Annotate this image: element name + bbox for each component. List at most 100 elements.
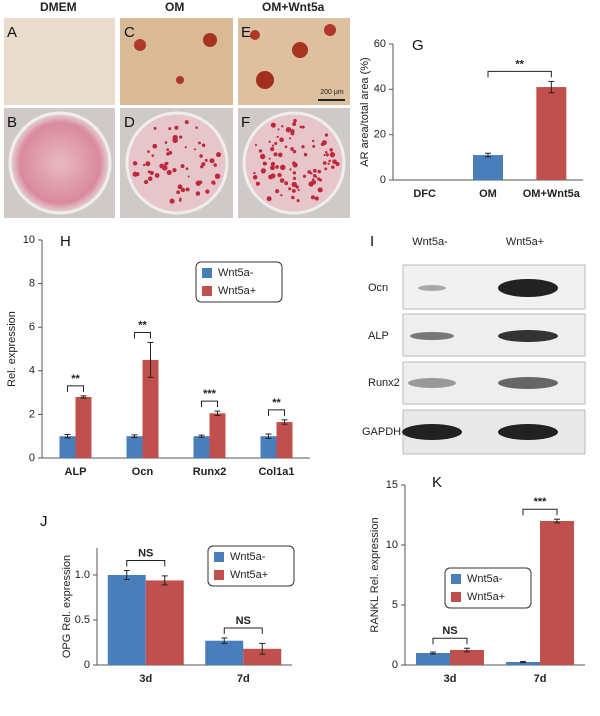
band	[408, 378, 456, 388]
x-tick-label: OM	[479, 188, 497, 200]
error-bar	[161, 575, 168, 586]
photo	[120, 18, 233, 105]
error-bar	[147, 341, 154, 378]
panel-label: I	[370, 233, 374, 250]
y-tick-label: 20	[374, 129, 386, 141]
bar	[75, 396, 92, 458]
dot	[214, 173, 221, 179]
nodule	[134, 39, 146, 51]
y-tick-label: 0	[29, 452, 35, 464]
dot	[198, 141, 201, 145]
dot	[164, 162, 168, 166]
legend-swatch	[202, 268, 212, 278]
dish	[125, 111, 229, 215]
legend-swatch	[214, 570, 224, 580]
y-tick-label: 0	[380, 174, 386, 186]
dot	[302, 174, 307, 178]
error-bar	[520, 660, 526, 664]
legend-label: Wnt5a+	[218, 285, 256, 297]
bar	[450, 650, 484, 665]
band	[402, 424, 462, 440]
column-label: DMEM	[40, 0, 77, 14]
dot	[327, 162, 330, 165]
error-bar	[548, 80, 555, 94]
significance-label: NS	[138, 547, 153, 559]
dot	[176, 190, 181, 195]
y-tick-label: 0	[84, 659, 90, 671]
dot	[270, 146, 275, 152]
significance-label: ***	[203, 388, 217, 400]
y-axis-label: OPG Rel. expression	[61, 555, 73, 658]
bar	[243, 648, 282, 665]
dot	[185, 167, 189, 171]
dot	[179, 197, 182, 201]
dot	[195, 191, 201, 196]
dot	[185, 187, 190, 192]
dot	[317, 187, 323, 193]
dot	[142, 163, 146, 167]
dot	[152, 143, 158, 149]
legend-label: Wnt5a+	[230, 569, 268, 581]
blot-column: Wnt5a+	[506, 236, 544, 248]
dot	[284, 181, 289, 186]
scale-bar-label: 200 μm	[320, 89, 344, 96]
dot	[292, 161, 296, 166]
significance-bracket	[522, 508, 558, 516]
dot	[312, 144, 316, 148]
error-bar	[214, 410, 221, 416]
dot	[266, 196, 272, 202]
dot	[166, 169, 172, 176]
nodule	[324, 24, 336, 36]
dot	[151, 154, 155, 157]
significance-bracket	[223, 627, 263, 634]
y-tick-label: 4	[29, 365, 35, 377]
significance-label: ***	[534, 496, 548, 508]
bar	[126, 436, 143, 458]
dot	[281, 125, 284, 128]
legend-box	[195, 261, 283, 303]
dot	[201, 162, 206, 167]
nodule	[250, 30, 260, 40]
dot	[270, 165, 275, 171]
dot	[145, 161, 151, 167]
dot	[252, 174, 258, 180]
dots	[132, 118, 340, 204]
bar	[473, 155, 503, 180]
dot	[169, 198, 175, 204]
dot	[259, 153, 266, 160]
dot	[297, 189, 300, 192]
legend-label: Wnt5a+	[467, 591, 505, 603]
dot	[187, 175, 190, 178]
dot	[212, 181, 216, 185]
dot	[195, 126, 198, 129]
column-label: OM	[165, 0, 184, 14]
significance-label: **	[515, 58, 524, 70]
panel-label: F	[241, 114, 250, 131]
dot	[317, 169, 322, 174]
legend-swatch	[451, 574, 461, 584]
significance-bracket	[268, 409, 285, 416]
bar	[205, 640, 244, 665]
y-tick-label: 0	[392, 659, 398, 671]
dot	[291, 195, 295, 200]
dot	[254, 144, 257, 147]
bar	[209, 413, 226, 458]
dot	[291, 181, 297, 188]
panel-label: H	[60, 233, 71, 250]
significance-bracket	[134, 331, 151, 339]
dot	[277, 128, 280, 131]
significance-label: NS	[236, 615, 251, 627]
dot	[324, 151, 328, 154]
error-bar	[221, 637, 228, 644]
error-bar	[198, 434, 205, 438]
error-bar	[485, 152, 491, 158]
error-bar	[554, 518, 560, 524]
dot	[198, 180, 203, 184]
photo	[4, 18, 115, 105]
y-tick-label: 60	[374, 38, 386, 50]
dot	[290, 129, 295, 134]
dot	[312, 139, 315, 143]
dot	[270, 122, 276, 128]
dot	[209, 158, 215, 164]
x-tick-label: 7d	[237, 673, 250, 685]
